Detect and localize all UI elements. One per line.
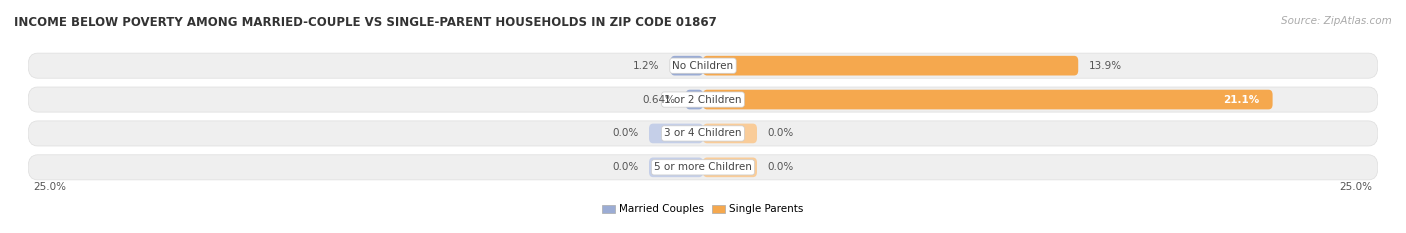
FancyBboxPatch shape	[671, 56, 703, 75]
Text: 0.0%: 0.0%	[612, 128, 638, 138]
Text: 13.9%: 13.9%	[1090, 61, 1122, 71]
FancyBboxPatch shape	[28, 155, 1378, 180]
FancyBboxPatch shape	[28, 53, 1378, 78]
Text: 1 or 2 Children: 1 or 2 Children	[664, 95, 742, 105]
Text: 0.64%: 0.64%	[643, 95, 675, 105]
Text: 21.1%: 21.1%	[1223, 95, 1260, 105]
Text: 25.0%: 25.0%	[34, 182, 66, 192]
FancyBboxPatch shape	[28, 121, 1378, 146]
FancyBboxPatch shape	[28, 87, 1378, 112]
Text: 3 or 4 Children: 3 or 4 Children	[664, 128, 742, 138]
FancyBboxPatch shape	[703, 56, 1078, 75]
Text: 0.0%: 0.0%	[612, 162, 638, 172]
FancyBboxPatch shape	[686, 90, 703, 109]
Text: 5 or more Children: 5 or more Children	[654, 162, 752, 172]
Text: Source: ZipAtlas.com: Source: ZipAtlas.com	[1281, 16, 1392, 26]
Text: 25.0%: 25.0%	[1340, 182, 1372, 192]
Text: 0.0%: 0.0%	[768, 162, 794, 172]
FancyBboxPatch shape	[650, 158, 703, 177]
FancyBboxPatch shape	[650, 124, 703, 143]
Text: 0.0%: 0.0%	[768, 128, 794, 138]
FancyBboxPatch shape	[703, 158, 756, 177]
Text: 1.2%: 1.2%	[633, 61, 659, 71]
Text: No Children: No Children	[672, 61, 734, 71]
Text: INCOME BELOW POVERTY AMONG MARRIED-COUPLE VS SINGLE-PARENT HOUSEHOLDS IN ZIP COD: INCOME BELOW POVERTY AMONG MARRIED-COUPL…	[14, 16, 717, 29]
Legend: Married Couples, Single Parents: Married Couples, Single Parents	[599, 200, 807, 219]
FancyBboxPatch shape	[703, 124, 756, 143]
FancyBboxPatch shape	[703, 90, 1272, 109]
